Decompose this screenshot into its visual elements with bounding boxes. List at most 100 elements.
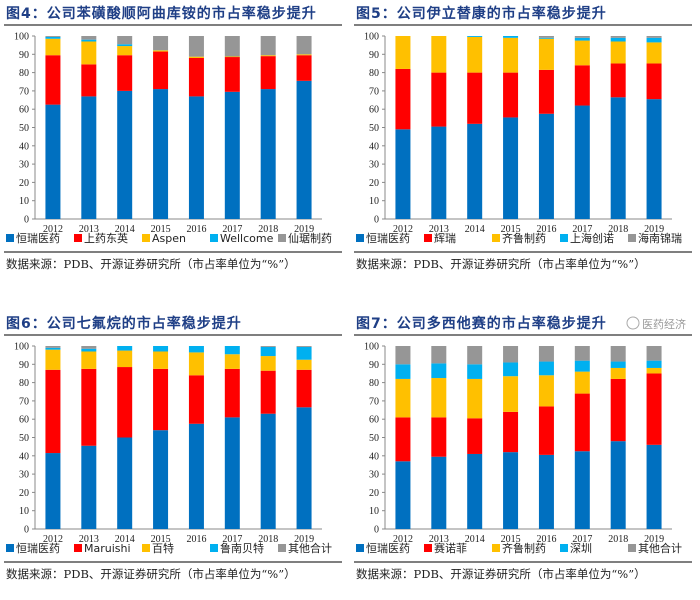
bar-segment-齐鲁制药: [395, 36, 410, 69]
bar-segment-深圳: [647, 361, 662, 368]
bar-segment-百特: [189, 352, 204, 375]
bar-segment-深圳: [431, 363, 446, 378]
legend-swatch: [210, 544, 218, 552]
legend-label: 辉瑞: [434, 231, 456, 245]
y-tick-label: 30: [19, 160, 29, 171]
chart-panel-fig6: 图6：公司七氟烷的市占率稳步提升数据来源：PDB、开源证券研究所（市占率单位为“…: [0, 310, 350, 600]
chart-panel-fig7: 图7：公司多西他赛的市占率稳步提升数据来源：PDB、开源证券研究所（市占率单位为…: [350, 310, 700, 600]
legend-label: 恒瑞医药: [16, 541, 60, 555]
y-tick-label: 70: [369, 86, 379, 97]
bar-segment-齐鲁制药: [467, 37, 482, 73]
legend-label: 恒瑞医药: [16, 231, 60, 245]
legend-swatch: [278, 234, 286, 242]
legend-swatch: [560, 234, 568, 242]
bar-segment-其他合计: [539, 346, 554, 362]
source-divider: [4, 561, 342, 563]
legend-label: 深圳: [570, 542, 592, 555]
bar-segment-赛诺菲: [647, 373, 662, 444]
bar-segment-Wellcome: [81, 40, 96, 42]
y-tick-label: 90: [369, 360, 379, 371]
bar-segment-仙琚制药: [117, 36, 132, 44]
bar-segment-辉瑞: [431, 73, 446, 127]
source-note: 数据来源：PDB、开源证券研究所（市占率单位为“%”）: [6, 256, 296, 272]
bar-segment-上药东英: [117, 55, 132, 91]
y-tick-label: 80: [19, 378, 29, 389]
x-tick-label: 2014: [465, 224, 485, 235]
y-tick-label: 10: [19, 506, 29, 517]
y-tick-label: 100: [364, 32, 379, 43]
y-tick-label: 80: [369, 378, 379, 389]
bar-segment-齐鲁制药: [647, 368, 662, 373]
bar-segment-Aspen: [117, 46, 132, 55]
legend-swatch: [210, 234, 218, 242]
bar-segment-齐鲁制药: [395, 379, 410, 417]
legend-swatch: [424, 544, 432, 552]
legend-swatch: [424, 234, 432, 242]
bar-segment-百特: [81, 351, 96, 368]
bar-segment-鲁南贝特: [45, 348, 60, 350]
y-tick-label: 0: [374, 215, 379, 226]
y-tick-label: 10: [369, 196, 379, 207]
legend-swatch: [278, 544, 286, 552]
legend-label: 齐鲁制药: [502, 231, 546, 245]
bar-segment-百特: [297, 360, 312, 370]
y-tick-label: 100: [14, 342, 29, 353]
legend-swatch: [356, 544, 364, 552]
legend-swatch: [356, 234, 364, 242]
bar-segment-Aspen: [153, 50, 168, 51]
bar-segment-仙琚制药: [81, 36, 96, 40]
bar-segment-赛诺菲: [467, 418, 482, 454]
bar-segment-海南锦瑞: [539, 36, 554, 38]
bar-segment-上药东英: [153, 52, 168, 90]
bar-segment-鲁南贝特: [153, 346, 168, 351]
bar-segment-其他合计: [467, 346, 482, 364]
bar-segment-恒瑞医药: [647, 99, 662, 219]
bar-segment-恒瑞医药: [81, 96, 96, 219]
y-tick-label: 80: [369, 68, 379, 79]
bar-segment-Aspen: [45, 39, 60, 55]
legend-label: Wellcome: [220, 232, 274, 245]
bar-segment-其他合计: [611, 346, 626, 362]
bar-segment-鲁南贝特: [225, 346, 240, 354]
bar-segment-上海创诺: [503, 36, 518, 38]
bar-segment-深圳: [395, 364, 410, 379]
bar-segment-赛诺菲: [503, 412, 518, 452]
bar-segment-恒瑞医药: [503, 452, 518, 529]
bar-segment-辉瑞: [395, 69, 410, 129]
y-tick-label: 50: [19, 433, 29, 444]
bar-segment-Aspen: [81, 41, 96, 64]
source-divider: [4, 251, 342, 253]
legend-label: 齐鲁制药: [502, 541, 546, 555]
legend-swatch: [74, 234, 82, 242]
bar-segment-Maruishi: [117, 367, 132, 437]
x-tick-label: 2016: [186, 534, 206, 545]
bar-segment-Maruishi: [297, 370, 312, 408]
bar-segment-仙琚制药: [297, 36, 312, 54]
bar-segment-恒瑞医药: [117, 91, 132, 219]
bar-segment-齐鲁制药: [539, 375, 554, 406]
bar-segment-其他合计: [261, 346, 276, 347]
y-tick-label: 50: [19, 123, 29, 134]
bar-segment-齐鲁制药: [611, 368, 626, 379]
bar-segment-辉瑞: [647, 63, 662, 99]
bar-segment-齐鲁制药: [575, 41, 590, 66]
legend-swatch: [628, 234, 636, 242]
legend-label: 百特: [152, 541, 174, 555]
bar-segment-恒瑞医药: [297, 407, 312, 529]
bar-segment-辉瑞: [503, 73, 518, 118]
bar-segment-上药东英: [261, 56, 276, 89]
x-tick-label: 2016: [186, 224, 206, 235]
legend-label: 仙琚制药: [288, 232, 332, 245]
bar-segment-其他合计: [575, 346, 590, 361]
bar-segment-恒瑞医药: [153, 430, 168, 529]
bar-segment-辉瑞: [575, 65, 590, 105]
bar-segment-齐鲁制药: [467, 379, 482, 418]
bar-segment-上药东英: [45, 55, 60, 104]
legend-swatch: [492, 544, 500, 552]
bar-segment-鲁南贝特: [117, 346, 132, 351]
y-tick-label: 40: [19, 451, 29, 462]
bar-segment-恒瑞医药: [575, 106, 590, 219]
y-tick-label: 20: [19, 178, 29, 189]
bar-segment-Aspen: [225, 56, 240, 57]
